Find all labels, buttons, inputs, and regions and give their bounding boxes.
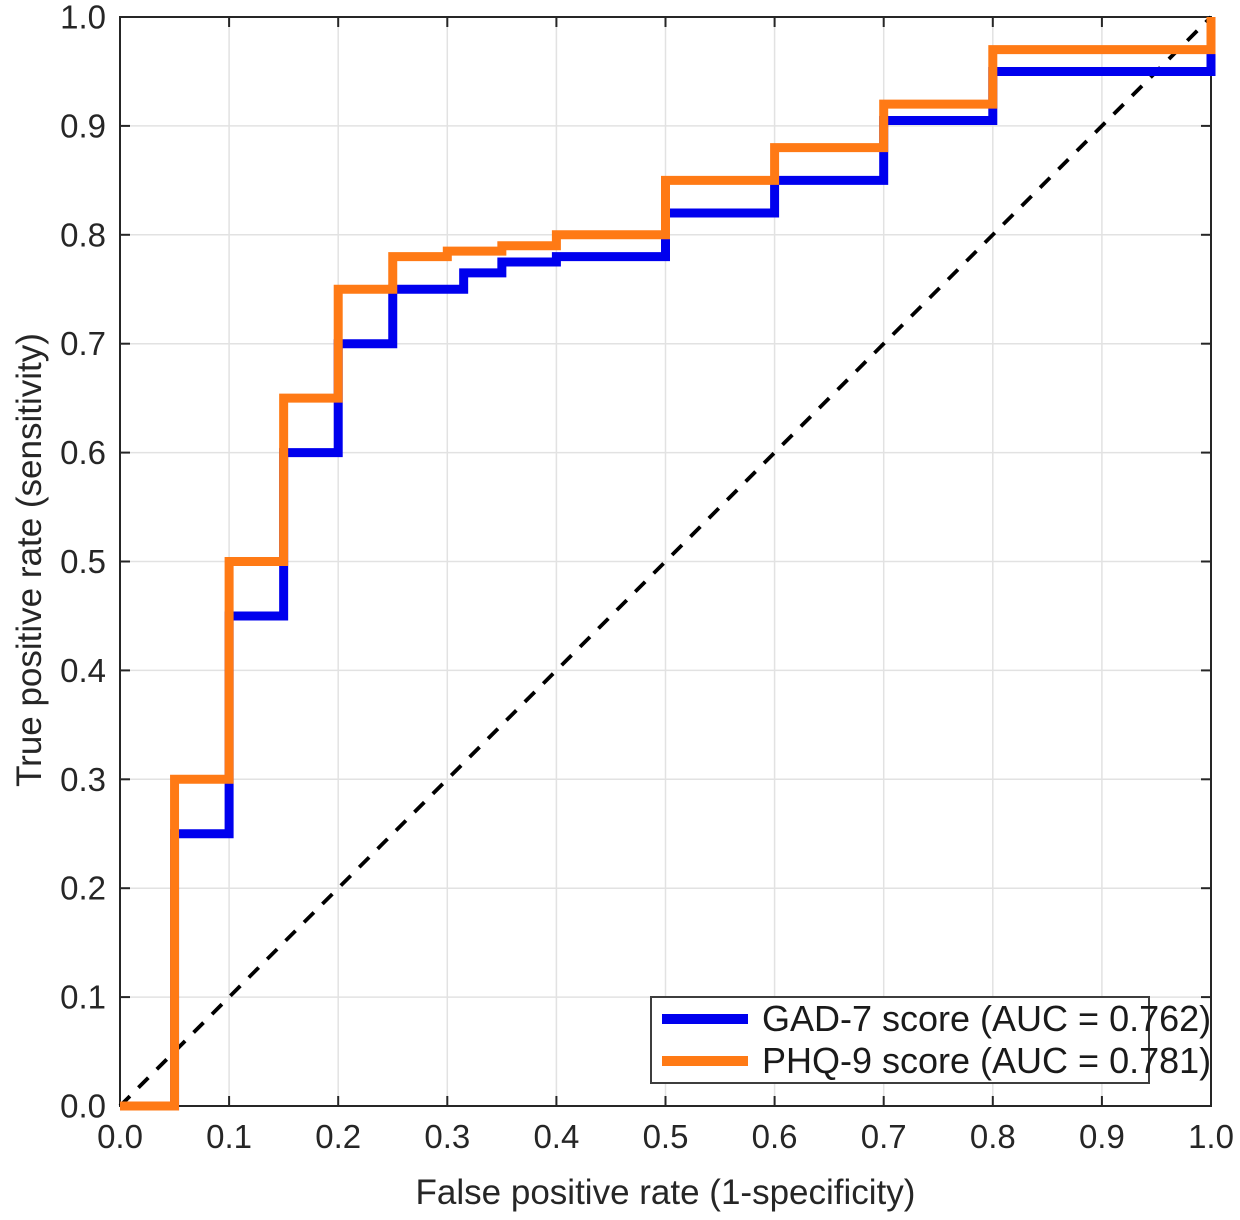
x-tick-label: 0.4 <box>533 1118 579 1155</box>
gad7-legend-label: GAD-7 score (AUC = 0.762) <box>762 998 1212 1040</box>
y-axis-label: True positive rate (sensitivity) <box>10 333 49 787</box>
legend-item-phq9: PHQ-9 score (AUC = 0.781) <box>652 1040 1211 1081</box>
legend-box: GAD-7 score (AUC = 0.762) PHQ-9 score (A… <box>650 996 1211 1084</box>
phq9-legend-swatch <box>662 1055 748 1066</box>
y-tick-labels: 0.0 0.1 0.2 0.3 0.4 0.5 0.6 0.7 0.8 0.9 1.0 <box>60 0 106 1125</box>
x-tick-label: 1.0 <box>1188 1118 1234 1155</box>
phq9-legend-label: PHQ-9 score (AUC = 0.781) <box>762 1039 1212 1081</box>
axis-ticks <box>119 16 1212 1107</box>
y-tick-label: 0.7 <box>60 325 106 362</box>
x-tick-label: 0.6 <box>752 1118 798 1155</box>
y-tick-label: 0.0 <box>60 1088 106 1125</box>
y-tick-label: 0.5 <box>60 543 106 580</box>
legend-item-gad7: GAD-7 score (AUC = 0.762) <box>652 998 1211 1039</box>
x-tick-label: 0.0 <box>97 1118 143 1155</box>
y-tick-label: 0.6 <box>60 434 106 471</box>
x-tick-label: 0.1 <box>206 1118 252 1155</box>
x-tick-label: 0.7 <box>861 1118 907 1155</box>
y-tick-label: 0.1 <box>60 979 106 1016</box>
x-tick-label: 0.8 <box>970 1118 1016 1155</box>
phq9-roc-curve <box>120 17 1216 1111</box>
x-tick-label: 0.9 <box>1079 1118 1125 1155</box>
y-tick-label: 0.4 <box>60 652 106 689</box>
x-axis-label: False positive rate (1-specificity) <box>415 1173 916 1212</box>
x-tick-label: 0.5 <box>643 1118 689 1155</box>
x-tick-label: 0.2 <box>315 1118 361 1155</box>
y-tick-label: 1.0 <box>60 0 106 36</box>
gad7-legend-swatch <box>662 1014 748 1025</box>
y-tick-label: 0.3 <box>60 761 106 798</box>
y-tick-label: 0.9 <box>60 107 106 144</box>
diagonal-reference-line <box>118 15 1213 1108</box>
y-tick-label: 0.8 <box>60 216 106 253</box>
y-tick-label: 0.2 <box>60 870 106 907</box>
x-tick-label: 0.3 <box>424 1118 470 1155</box>
x-tick-labels: 0.0 0.1 0.2 0.3 0.4 0.5 0.6 0.7 0.8 0.9 1.0 <box>97 1118 1234 1155</box>
